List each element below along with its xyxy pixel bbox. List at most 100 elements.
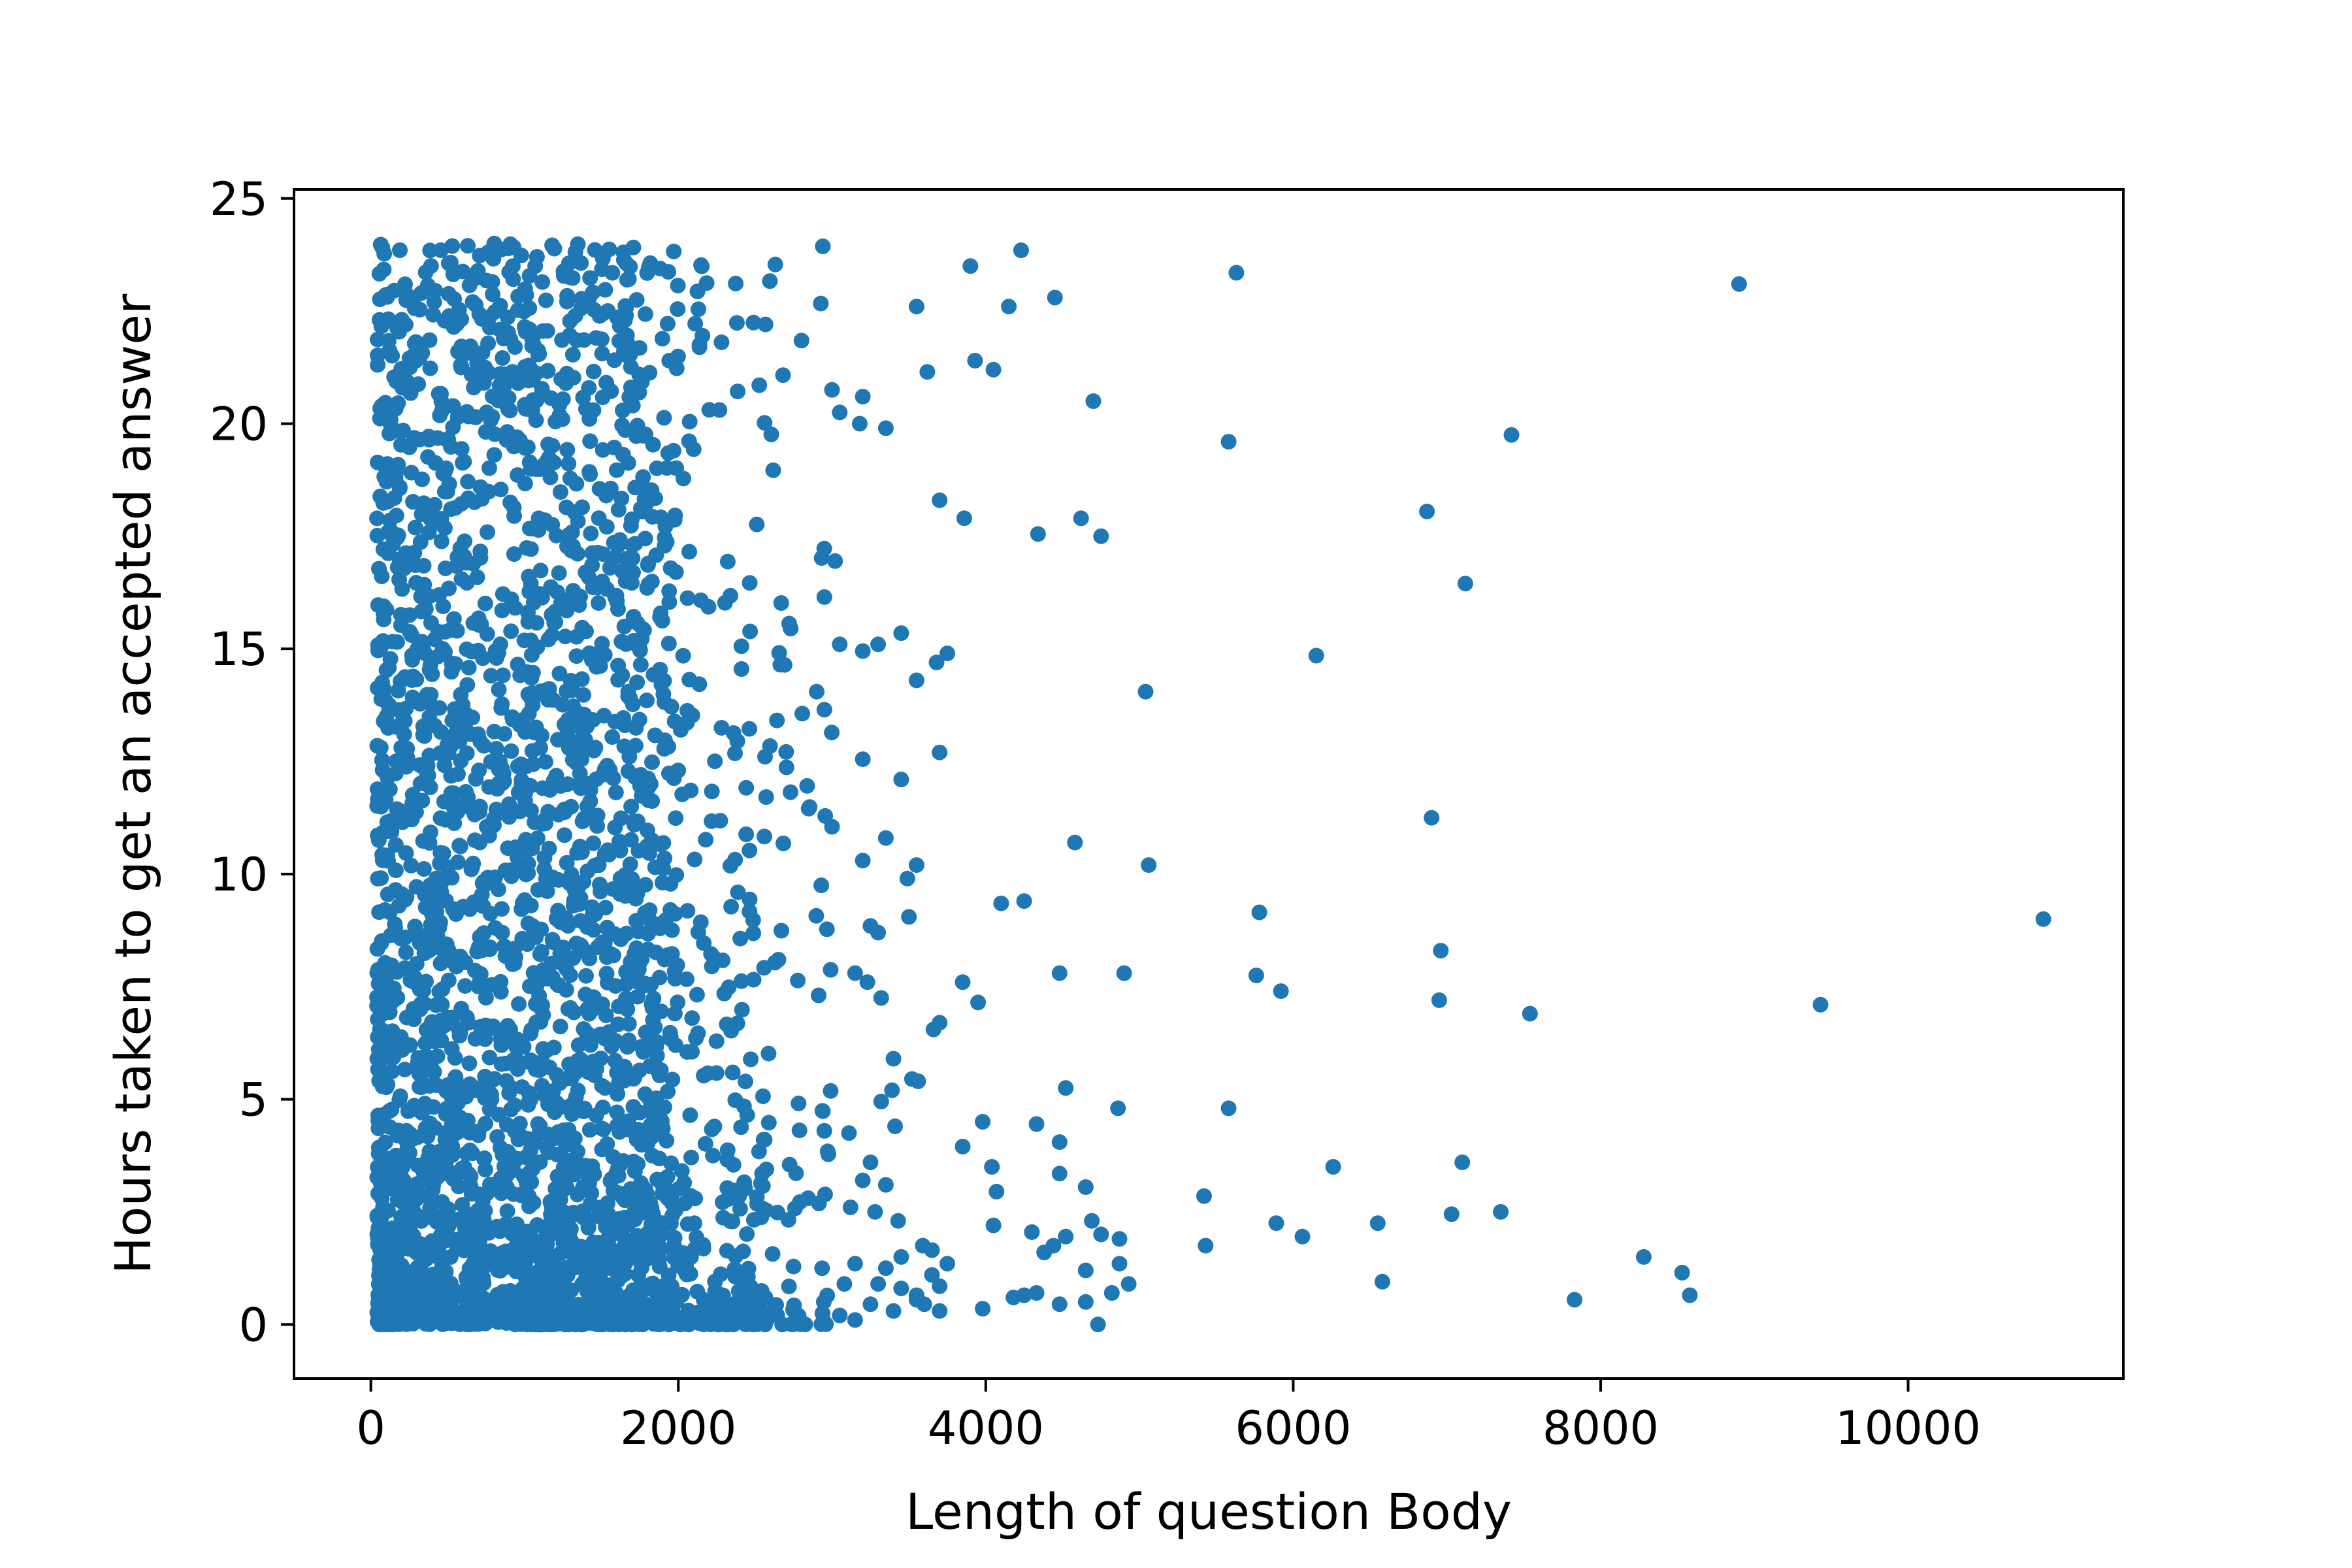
scatter-point bbox=[689, 1229, 704, 1245]
scatter-point bbox=[423, 1189, 439, 1205]
scatter-point bbox=[550, 732, 566, 748]
scatter-point bbox=[819, 1143, 836, 1160]
scatter-point bbox=[738, 779, 755, 796]
scatter-point bbox=[561, 1284, 577, 1301]
scatter-point bbox=[610, 672, 627, 688]
y-axis-label: Hours taken to get an accepted answer bbox=[104, 293, 162, 1274]
scatter-point bbox=[380, 886, 396, 902]
scatter-point bbox=[536, 1086, 553, 1103]
scatter-point bbox=[637, 905, 653, 921]
scatter-point bbox=[582, 270, 598, 286]
scatter-point bbox=[1077, 1294, 1094, 1310]
scatter-point bbox=[562, 470, 578, 487]
scatter-point bbox=[607, 549, 623, 565]
scatter-point bbox=[536, 457, 552, 473]
scatter-point bbox=[493, 482, 509, 498]
scatter-point bbox=[452, 1109, 468, 1126]
scatter-point bbox=[674, 1163, 690, 1179]
scatter-point bbox=[601, 241, 617, 257]
scatter-point bbox=[1103, 1285, 1120, 1301]
x-tick-label: 6000 bbox=[1235, 1401, 1351, 1455]
scatter-point bbox=[440, 1201, 456, 1217]
y-tick-label: 0 bbox=[238, 1298, 268, 1352]
scatter-point bbox=[985, 1217, 1002, 1233]
scatter-point bbox=[1137, 683, 1154, 700]
scatter-point bbox=[725, 1156, 742, 1173]
scatter-point bbox=[572, 1243, 589, 1258]
scatter-point bbox=[630, 1156, 646, 1172]
scatter-point bbox=[481, 828, 497, 844]
scatter-point bbox=[446, 291, 463, 307]
scatter-point bbox=[518, 866, 534, 883]
scatter-point bbox=[421, 709, 438, 725]
scatter-point bbox=[564, 538, 581, 554]
scatter-point bbox=[570, 740, 587, 757]
scatter-point bbox=[787, 1200, 803, 1217]
scatter-point bbox=[493, 973, 509, 990]
scatter-point bbox=[617, 990, 634, 1007]
scatter-point bbox=[542, 691, 558, 708]
scatter-point bbox=[755, 1088, 771, 1104]
scatter-point bbox=[372, 291, 388, 308]
scatter-point bbox=[480, 524, 495, 540]
scatter-point bbox=[474, 875, 491, 891]
scatter-point bbox=[688, 1030, 704, 1047]
scatter-point bbox=[451, 1021, 467, 1037]
scatter-point bbox=[719, 553, 736, 570]
scatter-point bbox=[453, 496, 469, 512]
scatter-point bbox=[757, 415, 773, 431]
scatter-point bbox=[1374, 1273, 1390, 1290]
scatter-point bbox=[590, 544, 606, 561]
scatter-point bbox=[564, 524, 580, 540]
scatter-point bbox=[679, 903, 696, 919]
scatter-point bbox=[508, 839, 524, 855]
scatter-point bbox=[657, 530, 673, 546]
x-tick-label: 10000 bbox=[1835, 1401, 1981, 1455]
scatter-point bbox=[560, 776, 576, 792]
scatter-point bbox=[816, 589, 832, 605]
scatter-point bbox=[389, 634, 405, 650]
scatter-point bbox=[539, 883, 555, 900]
scatter-point bbox=[769, 712, 785, 728]
scatter-point bbox=[755, 1178, 771, 1194]
scatter-point bbox=[563, 1221, 579, 1237]
scatter-point bbox=[425, 1099, 442, 1115]
scatter-point bbox=[412, 757, 428, 773]
scatter-point bbox=[582, 433, 598, 449]
scatter-point bbox=[649, 1306, 665, 1322]
scatter-point bbox=[463, 1207, 480, 1223]
scatter-point bbox=[666, 1005, 683, 1022]
scatter-point bbox=[550, 902, 566, 919]
scatter-point bbox=[458, 1088, 474, 1105]
scatter-point bbox=[583, 1002, 600, 1019]
scatter-point bbox=[470, 978, 487, 994]
scatter-point bbox=[453, 687, 469, 703]
scatter-point bbox=[757, 316, 774, 333]
scatter-point bbox=[394, 581, 410, 597]
scatter-point bbox=[465, 268, 481, 284]
scatter-point bbox=[910, 1073, 926, 1089]
scatter-point bbox=[851, 416, 868, 432]
scatter-point bbox=[725, 725, 742, 741]
scatter-point bbox=[435, 845, 451, 862]
scatter-point bbox=[589, 818, 606, 834]
scatter-point bbox=[939, 645, 955, 662]
scatter-point bbox=[773, 595, 789, 611]
scatter-point bbox=[815, 1294, 832, 1310]
scatter-point bbox=[1812, 996, 1829, 1013]
scatter-point bbox=[657, 518, 674, 534]
scatter-point bbox=[1030, 526, 1046, 542]
scatter-point bbox=[663, 698, 679, 715]
scatter-point bbox=[491, 681, 507, 698]
scatter-point bbox=[1093, 1226, 1109, 1243]
scatter-point bbox=[585, 402, 602, 418]
scatter-point bbox=[437, 624, 453, 640]
scatter-point bbox=[608, 1284, 624, 1301]
scatter-point bbox=[1093, 528, 1109, 544]
scatter-point bbox=[482, 460, 497, 476]
scatter-point bbox=[443, 738, 459, 754]
scatter-point bbox=[535, 1007, 551, 1023]
scatter-point bbox=[392, 242, 408, 258]
y-tick-label: 20 bbox=[210, 397, 268, 451]
scatter-point bbox=[742, 904, 758, 920]
